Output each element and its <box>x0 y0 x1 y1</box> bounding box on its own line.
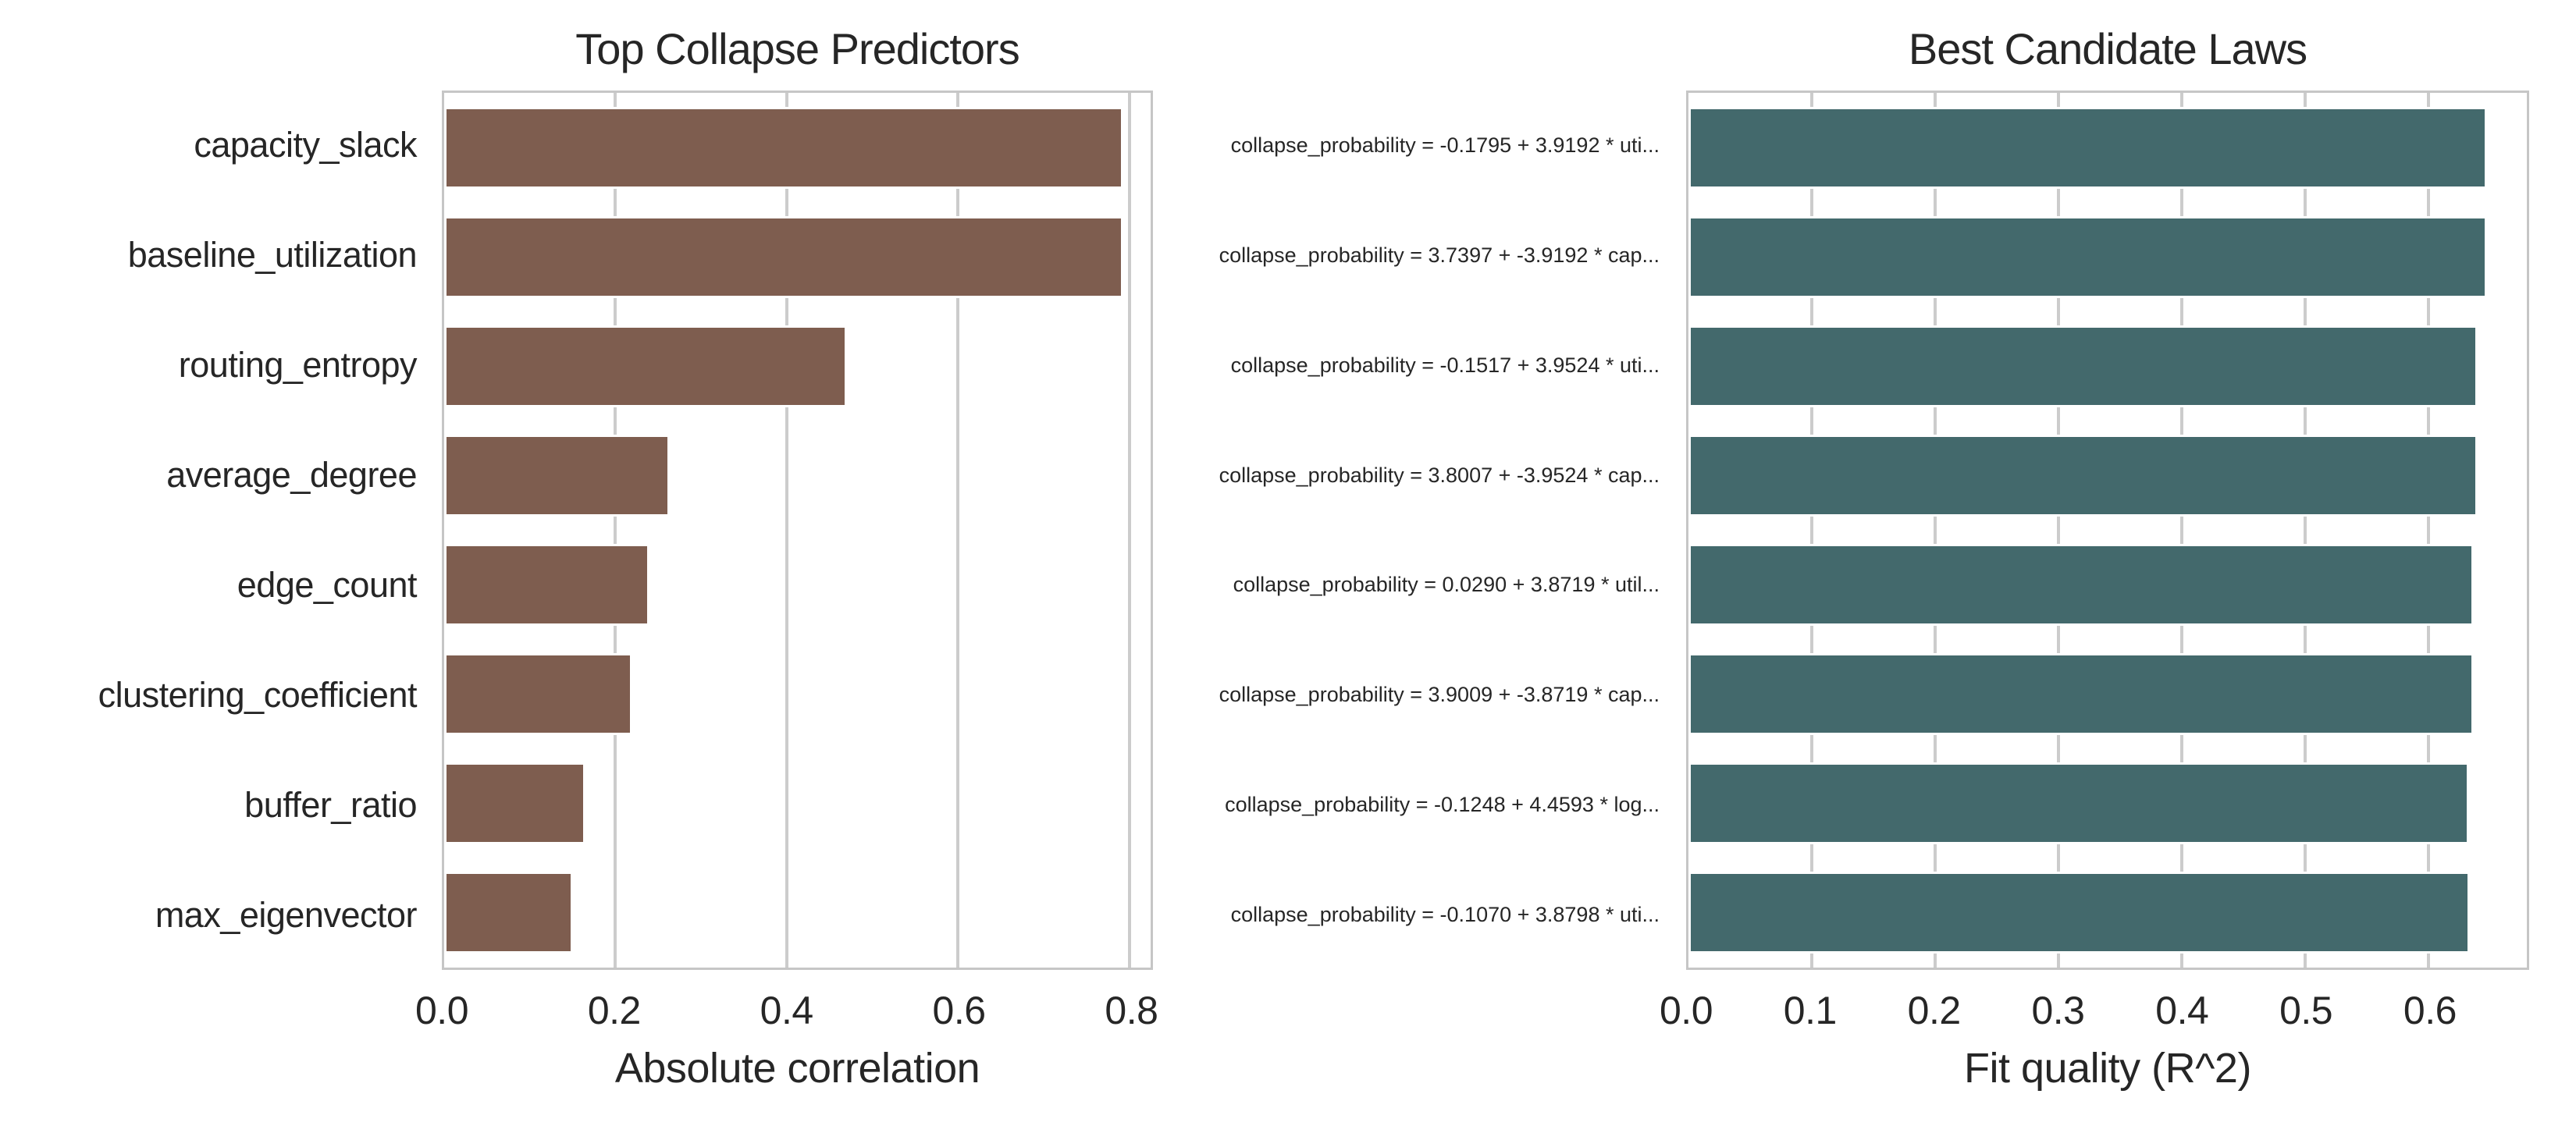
y-tick-label: collapse_probability = -0.1517 + 3.9524 … <box>1230 353 1660 377</box>
bar-row <box>444 749 1151 858</box>
gridline <box>614 93 617 968</box>
gridline <box>2303 93 2307 968</box>
gridline <box>1127 93 1131 968</box>
bar-row <box>444 93 1151 202</box>
bar-row <box>444 858 1151 968</box>
bar-row <box>444 421 1151 530</box>
bar-row <box>1688 311 2527 421</box>
x-axis-ticks: 0.0 0.1 0.2 0.3 0.4 0.5 0.6 <box>1660 985 2529 1036</box>
bar <box>444 215 1123 298</box>
plot-area <box>1686 91 2529 970</box>
bar <box>1688 653 2475 736</box>
y-tick-label: collapse_probability = -0.1248 + 4.4593 … <box>1225 793 1660 817</box>
y-tick-label: collapse_probability = -0.1070 + 3.8798 … <box>1230 903 1660 927</box>
bar <box>444 872 573 954</box>
x-tick-label: 0.6 <box>2403 989 2457 1032</box>
gridline <box>785 93 788 968</box>
bar <box>1688 215 2488 298</box>
bar <box>1688 544 2475 627</box>
y-tick-label: collapse_probability = 0.0290 + 3.8719 *… <box>1233 573 1660 597</box>
y-axis-labels: collapse_probability = -0.1795 + 3.9192 … <box>1167 91 1660 970</box>
bar <box>1688 434 2478 517</box>
y-tick-label: baseline_utilization <box>127 235 418 275</box>
y-tick-label: capacity_slack <box>194 125 417 165</box>
bar <box>1688 762 2469 845</box>
bar-row <box>444 640 1151 749</box>
bar-row <box>1688 421 2527 530</box>
y-tick-label: max_eigenvector <box>155 894 418 935</box>
y-tick-label: collapse_probability = 3.9009 + -3.8719 … <box>1219 683 1660 707</box>
bar-row <box>1688 858 2527 968</box>
x-axis-title: Absolute correlation <box>614 1045 980 1092</box>
x-tick-label: 0.4 <box>2155 989 2209 1032</box>
bar-row <box>1688 202 2527 311</box>
bar-row <box>1688 531 2527 640</box>
x-tick-label: 0.1 <box>1783 989 1838 1032</box>
gridline <box>2056 93 2060 968</box>
gridline <box>1933 93 1937 968</box>
y-tick-label: average_degree <box>166 455 417 495</box>
gridline <box>2426 93 2430 968</box>
bar <box>1688 106 2488 189</box>
bar <box>1688 872 2471 954</box>
x-tick-label: 0.6 <box>932 989 987 1032</box>
bar-row <box>1688 640 2527 749</box>
y-tick-label: collapse_probability = 3.7397 + -3.9192 … <box>1219 243 1660 267</box>
y-tick-label: collapse_probability = -0.1795 + 3.9192 … <box>1230 133 1660 157</box>
bar <box>444 762 585 845</box>
gridline <box>1809 93 1813 968</box>
gridline <box>956 93 960 968</box>
gridline <box>2179 93 2183 968</box>
x-axis-title: Fit quality (R^2) <box>1964 1045 2251 1092</box>
bar-row <box>1688 93 2527 202</box>
bar-row <box>444 531 1151 640</box>
bar <box>444 434 670 517</box>
y-tick-label: routing_entropy <box>178 345 418 385</box>
bar <box>444 653 633 736</box>
x-tick-label: 0.0 <box>1659 989 1713 1032</box>
bar-row <box>444 311 1151 421</box>
x-tick-label: 0.5 <box>2279 989 2333 1032</box>
bar-row <box>444 202 1151 311</box>
y-tick-label: clustering_coefficient <box>98 674 418 715</box>
x-tick-label: 0.3 <box>2031 989 2085 1032</box>
bar <box>444 106 1123 189</box>
x-tick-label: 0.4 <box>760 989 814 1032</box>
plot-area <box>442 91 1153 970</box>
bar <box>444 544 650 627</box>
x-tick-label: 0.0 <box>415 989 469 1032</box>
chart-title: Top Collapse Predictors <box>575 24 1019 73</box>
x-axis-ticks: 0.0 0.2 0.4 0.6 0.8 <box>415 985 1158 1036</box>
y-tick-label: collapse_probability = 3.8007 + -3.9524 … <box>1219 463 1660 487</box>
chart-title: Best Candidate Laws <box>1908 24 2307 73</box>
x-tick-label: 0.8 <box>1105 989 1158 1032</box>
x-tick-label: 0.2 <box>587 989 642 1032</box>
y-tick-label: edge_count <box>237 564 418 605</box>
bar <box>444 325 847 407</box>
bar-row <box>1688 749 2527 858</box>
y-tick-label: buffer_ratio <box>244 784 417 825</box>
x-tick-label: 0.2 <box>1907 989 1962 1032</box>
bar <box>1688 325 2478 407</box>
